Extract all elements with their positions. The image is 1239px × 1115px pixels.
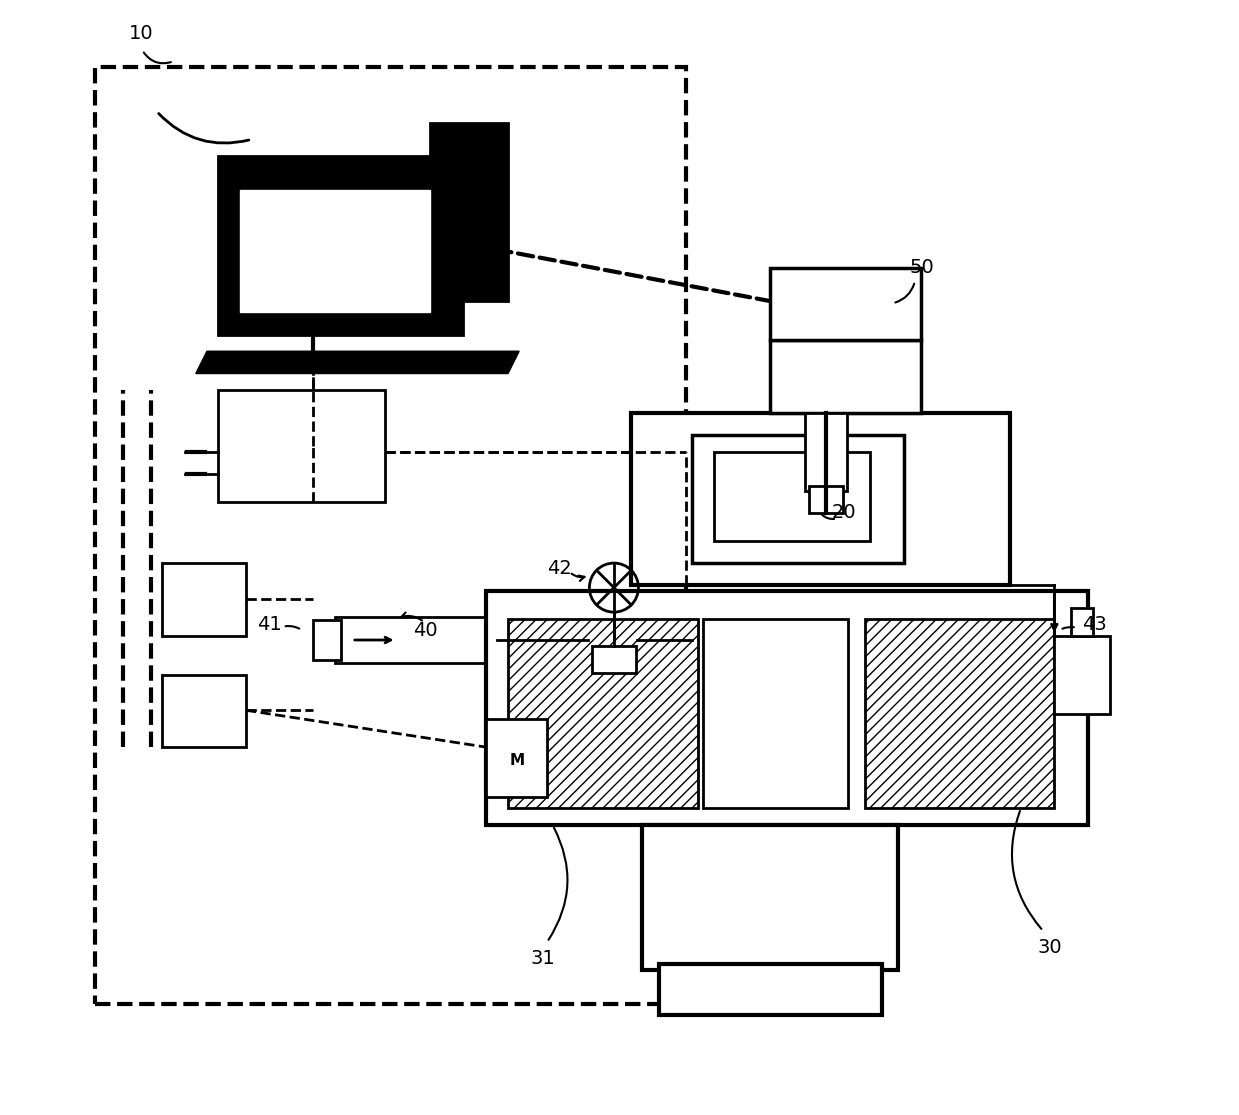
Text: 31: 31 — [530, 950, 555, 969]
Text: 42: 42 — [548, 560, 571, 579]
Text: M: M — [509, 753, 524, 768]
Bar — [714, 452, 870, 541]
Text: 41: 41 — [258, 615, 282, 634]
Bar — [313, 620, 341, 660]
Bar — [162, 563, 247, 636]
Bar — [703, 619, 847, 808]
Text: 43: 43 — [1082, 615, 1106, 634]
Bar — [1070, 608, 1093, 636]
Bar — [508, 619, 698, 808]
Bar — [486, 591, 1088, 825]
Bar — [631, 413, 1010, 585]
Bar — [592, 646, 636, 673]
Bar — [809, 486, 843, 513]
Text: 10: 10 — [129, 25, 154, 43]
Bar — [769, 340, 921, 413]
Bar — [162, 675, 247, 747]
Bar — [691, 435, 903, 563]
Text: 40: 40 — [414, 621, 437, 640]
Bar — [95, 67, 686, 1004]
Bar — [769, 268, 921, 340]
Bar — [336, 617, 497, 663]
Bar — [642, 825, 898, 970]
Bar — [1054, 636, 1110, 714]
Polygon shape — [196, 351, 519, 374]
Text: 50: 50 — [909, 259, 934, 278]
Bar — [218, 156, 463, 334]
Bar — [430, 123, 508, 301]
Bar — [658, 964, 881, 1015]
Bar — [804, 413, 847, 491]
Text: 30: 30 — [1037, 939, 1062, 958]
Bar — [240, 190, 430, 312]
Text: 20: 20 — [831, 504, 856, 523]
Bar — [486, 719, 548, 797]
Bar — [218, 390, 385, 502]
Bar — [865, 619, 1054, 808]
